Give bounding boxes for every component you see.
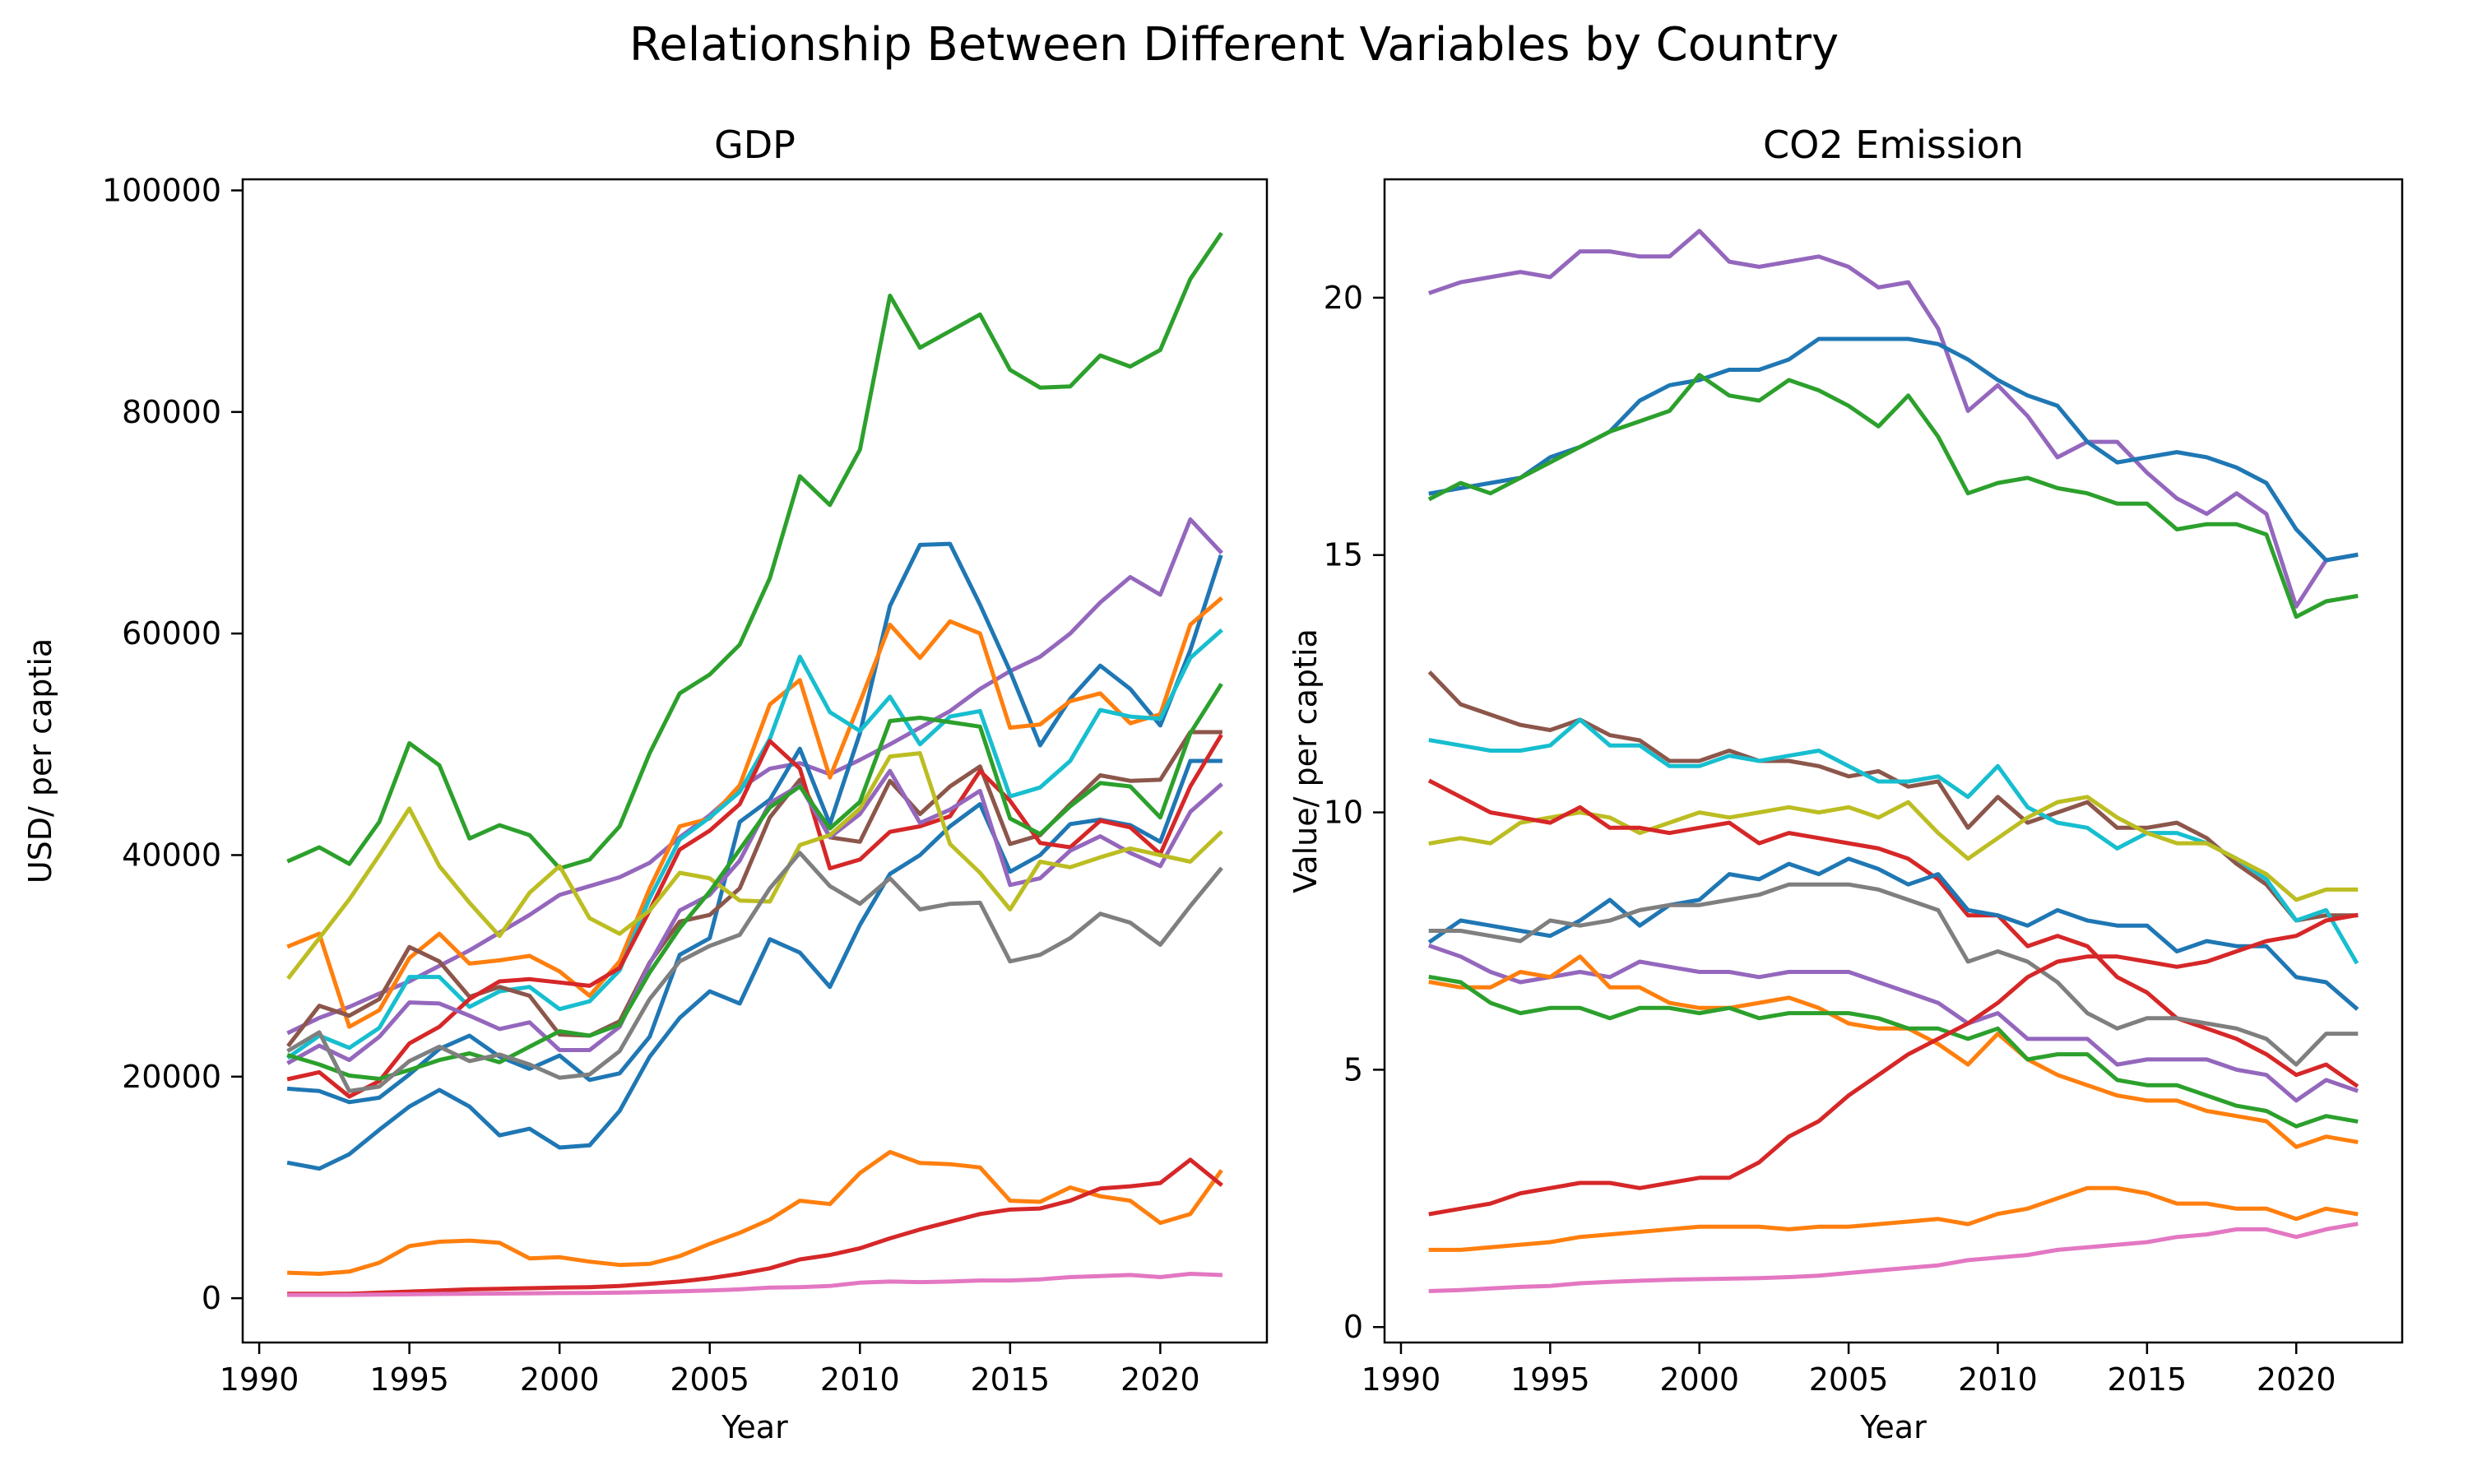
gdp-x-tick-label: 1990 xyxy=(220,1361,299,1398)
co2-x-tick-label: 2005 xyxy=(1809,1361,1889,1398)
gdp-series-line-6 xyxy=(286,628,1223,1060)
co2-emission-panel: 1990 1995 2000 2005 2010 2015 2020 0 5 10 15 20 CO2 … xyxy=(1287,123,2404,1445)
co2-y-tick-label: 5 xyxy=(1343,1051,1363,1087)
co2-series-line-11 xyxy=(1428,954,2359,1149)
co2-series-line-13 xyxy=(1428,912,2359,1217)
co2-axes-frame xyxy=(1383,178,2404,1344)
co2-y-tick-label: 0 xyxy=(1343,1309,1363,1345)
gdp-series-line-14 xyxy=(287,1157,1223,1296)
co2-panel-title: CO2 Emission xyxy=(1763,123,2024,167)
co2-series-line-10 xyxy=(1428,944,2359,1103)
gdp-x-tick-label: 1995 xyxy=(369,1361,449,1398)
co2-series-line-15 xyxy=(1428,1222,2359,1293)
co2-series-line-2 xyxy=(1428,336,2359,563)
co2-y-axis-label: Value/ per captia xyxy=(1287,628,1324,893)
gdp-series-line-10 xyxy=(286,751,1223,981)
gdp-x-axis-label: Year xyxy=(721,1409,788,1445)
co2-series-line-7 xyxy=(1427,778,2359,1088)
gdp-y-tick-label: 0 xyxy=(202,1280,221,1316)
co2-x-tick-label: 2000 xyxy=(1659,1361,1739,1398)
gdp-x-tick-label: 2000 xyxy=(520,1361,600,1398)
gdp-series-line-2 xyxy=(286,517,1223,1036)
gdp-x-tick-label: 2020 xyxy=(1120,1361,1200,1398)
gdp-series-line-1 xyxy=(286,231,1223,871)
co2-y-tick-label: 20 xyxy=(1324,280,1363,316)
co2-series-line-1 xyxy=(1428,229,2359,609)
gdp-series-line-5 xyxy=(286,596,1223,1029)
co2-x-tick-label: 1990 xyxy=(1362,1361,1441,1398)
gdp-panel: 1990 1995 2000 2005 2010 2015 2020 0 20000 40000 6… xyxy=(22,123,1269,1445)
gdp-y-tick-label: 80000 xyxy=(122,394,221,430)
gdp-panel-title: GDP xyxy=(714,123,796,167)
gdp-series-line-12 xyxy=(286,851,1223,1093)
co2-series-line-4 xyxy=(1427,670,2359,923)
co2-y-tick-label: 15 xyxy=(1324,537,1363,573)
gdp-y-axis-label: USD/ per captia xyxy=(22,638,58,883)
gdp-x-tick-label: 2005 xyxy=(670,1361,749,1398)
gdp-y-tick-label: 60000 xyxy=(122,615,221,652)
figure-title: Relationship Between Different Variables… xyxy=(629,18,1839,72)
co2-x-tick-label: 2015 xyxy=(2107,1361,2187,1398)
gdp-series-line-8 xyxy=(286,733,1223,1099)
co2-x-tick-label: 2020 xyxy=(2257,1361,2336,1398)
gdp-y-tick-label: 40000 xyxy=(122,837,221,873)
gdp-x-tick-label: 2015 xyxy=(970,1361,1050,1398)
co2-x-tick-label: 2010 xyxy=(1958,1361,2038,1398)
gdp-series-line-3 xyxy=(286,758,1222,1171)
gdp-axes-frame xyxy=(241,178,1269,1344)
gdp-x-tick-label: 2010 xyxy=(820,1361,900,1398)
co2-x-axis-label: Year xyxy=(1859,1409,1927,1445)
co2-series-line-6 xyxy=(1428,795,2359,902)
co2-series-line-3 xyxy=(1427,373,2359,619)
co2-x-tick-label: 1995 xyxy=(1510,1361,1590,1398)
co2-y-tick-label: 10 xyxy=(1324,795,1363,831)
co2-series-line-12 xyxy=(1428,974,2359,1129)
gdp-series-line-15 xyxy=(287,1272,1222,1297)
co2-series-line-9 xyxy=(1428,882,2359,1067)
gdp-series-line-11 xyxy=(286,682,1223,1081)
gdp-series-line-13 xyxy=(287,1149,1223,1276)
gdp-y-tick-label: 100000 xyxy=(102,172,221,208)
gdp-series-line-9 xyxy=(286,768,1223,1065)
co2-series-line-8 xyxy=(1427,856,2359,1011)
co2-series-line-14 xyxy=(1428,1185,2359,1252)
gdp-y-tick-label: 20000 xyxy=(122,1059,221,1095)
